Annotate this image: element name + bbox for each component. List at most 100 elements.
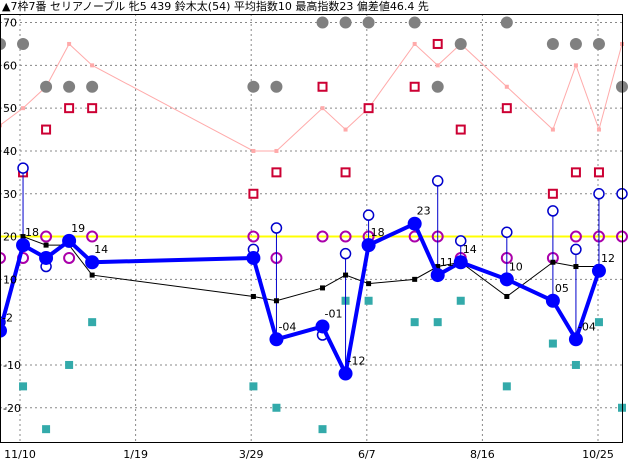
pink-point <box>596 127 601 132</box>
point-labels: -2 18 19 14 -04 -01 -12 18 23 11 14 10 05 -04 12 <box>2 205 615 368</box>
main-point-label: -04 <box>578 320 596 333</box>
main-point <box>16 238 31 253</box>
blue-circle <box>454 235 467 247</box>
teal-square <box>88 318 97 327</box>
average-point <box>43 242 49 248</box>
main-point-label: 14 <box>463 243 477 256</box>
y-tick-label: -20 <box>3 402 21 415</box>
gray-circle <box>454 37 467 50</box>
red-square <box>409 81 420 92</box>
teal-square <box>502 382 511 391</box>
x-tick-label: 10/25 <box>582 448 614 460</box>
plot-frame <box>0 14 623 443</box>
main-point-label: 18 <box>25 226 39 239</box>
gray-circle <box>270 80 283 93</box>
teal-square <box>318 425 327 434</box>
y-tick-label: 40 <box>3 145 17 158</box>
main-point <box>361 238 376 253</box>
pink-point <box>90 63 95 68</box>
purple-circle <box>316 230 329 243</box>
blue-circle <box>501 226 513 239</box>
red-square <box>570 167 581 178</box>
red-square <box>87 103 98 114</box>
teal-square <box>19 382 28 391</box>
teal-square <box>65 360 74 369</box>
gray-circle <box>546 37 559 50</box>
main-point <box>568 332 583 347</box>
y-tick-label: 60 <box>3 59 17 72</box>
gray-circle <box>316 16 329 29</box>
x-tick-label: 3/29 <box>239 448 264 460</box>
axis-labels: -20 -10 10 20 30 40 50 60 70 11/10 1/19 3/29 6/7 8/16… <box>3 17 614 460</box>
red-square <box>547 188 558 199</box>
gray-circle <box>569 37 582 50</box>
main-point-label: -2 <box>2 312 13 325</box>
average-point <box>320 285 326 291</box>
gray-circle <box>40 80 53 93</box>
y-tick-label: 20 <box>3 231 17 244</box>
main-point-label: 14 <box>94 243 108 256</box>
blue-circle <box>570 243 582 256</box>
main-point-label: -01 <box>325 307 343 320</box>
red-square <box>248 188 259 199</box>
main-point <box>591 263 606 278</box>
main-point <box>85 255 100 270</box>
main-point <box>453 255 468 270</box>
teal-square <box>42 425 51 434</box>
teal-square <box>571 360 580 369</box>
x-tick-label: 1/19 <box>123 448 148 460</box>
main-point <box>545 293 560 308</box>
teal-square <box>364 296 373 305</box>
purple-circle <box>339 230 352 243</box>
teal-square <box>410 318 419 327</box>
main-point <box>246 250 261 265</box>
purple-circle <box>569 230 582 243</box>
main-point <box>499 272 514 287</box>
blue-circle <box>547 205 559 217</box>
main-point <box>62 233 77 248</box>
average-point <box>20 234 26 240</box>
main-point-label: -04 <box>278 320 296 333</box>
average-point <box>343 272 349 278</box>
x-tick-label: 6/7 <box>358 448 376 460</box>
red-square <box>41 124 52 135</box>
red-square <box>317 81 328 92</box>
average-point <box>366 281 372 287</box>
teal-square <box>249 382 258 391</box>
main-point <box>338 366 353 381</box>
purple-circle <box>0 251 6 264</box>
gray-circle <box>247 80 260 93</box>
main-point-label: 11 <box>440 256 454 269</box>
red-square <box>455 124 466 135</box>
blue-circle <box>362 209 375 221</box>
y-tick-label: -10 <box>3 359 21 372</box>
blue-circle <box>431 175 444 187</box>
y-tick-label: 70 <box>3 17 17 30</box>
purple-circle <box>63 251 76 264</box>
pink-point <box>412 41 417 46</box>
main-point-label: 19 <box>71 222 85 235</box>
main-point <box>269 332 284 347</box>
pink-point <box>251 148 256 153</box>
x-tick-label: 11/10 <box>4 448 36 460</box>
pink-point <box>435 63 440 68</box>
teal-square <box>456 296 465 305</box>
main-point <box>315 319 330 334</box>
red-square <box>340 167 351 178</box>
chart-title: ▲7枠7番 セリアノーブル 牝5 439 鈴木太(54) 平均指数10 最高指数… <box>2 0 429 13</box>
y-tick-label: 10 <box>3 273 17 286</box>
gray-circle <box>362 16 375 29</box>
red-square <box>501 103 512 114</box>
gray-circle <box>86 80 99 93</box>
teal-square <box>433 318 442 327</box>
average-point <box>550 259 556 265</box>
gray-circle <box>339 16 352 29</box>
gray-circle <box>17 37 30 50</box>
pink-series-line <box>0 43 623 152</box>
purple-circle <box>40 230 53 243</box>
average-point <box>573 264 579 270</box>
gray-circle <box>408 16 421 29</box>
gray-circle <box>500 16 513 29</box>
